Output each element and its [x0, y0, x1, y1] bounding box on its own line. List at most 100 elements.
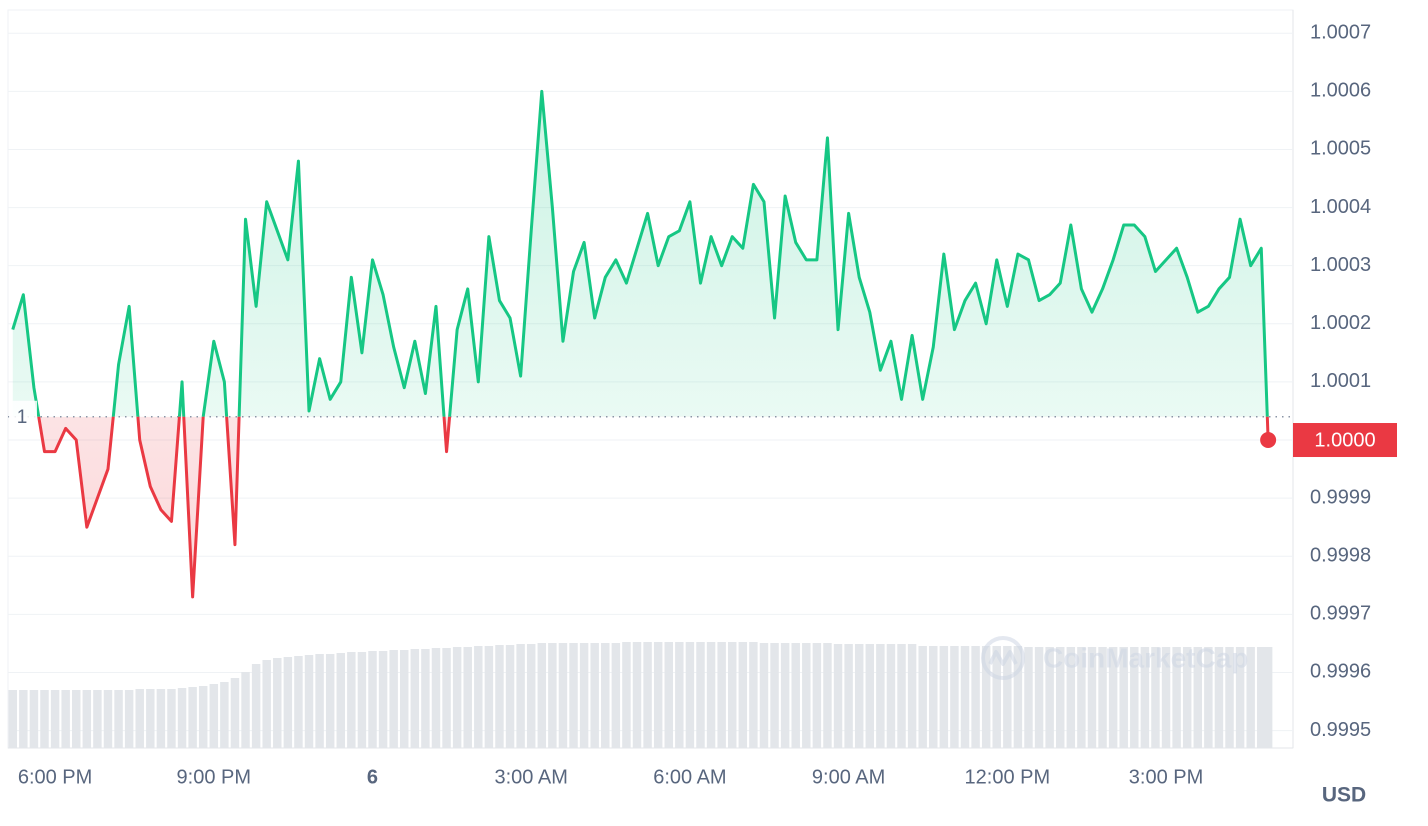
volume-bar — [1140, 647, 1150, 748]
volume-bar — [368, 651, 377, 748]
y-tick-label: 1.0002 — [1310, 312, 1371, 334]
volume-bar — [156, 689, 166, 748]
volume-bar — [780, 643, 790, 748]
volume-bar — [220, 682, 229, 748]
x-tick-label: 9:00 PM — [177, 766, 251, 788]
volume-bar — [93, 690, 102, 748]
y-tick-label: 1.0001 — [1310, 370, 1371, 392]
volume-bar — [230, 678, 240, 748]
volume-bar — [601, 643, 610, 748]
volume-bar — [706, 642, 716, 748]
volume-bar — [876, 644, 885, 748]
x-tick-label: 9:00 AM — [812, 766, 885, 788]
volume-bar — [738, 642, 748, 748]
volume-bar — [833, 644, 843, 748]
volume-bar — [886, 644, 896, 748]
volume-bar — [526, 644, 536, 748]
y-tick-label: 0.9995 — [1310, 719, 1371, 741]
watermark-logo — [981, 636, 1025, 680]
watermark: CoinMarketCap — [981, 636, 1248, 680]
volume-bar — [548, 643, 557, 748]
volume-bar — [1013, 646, 1023, 748]
volume-bar — [664, 642, 673, 748]
volume-bar — [378, 651, 388, 748]
volume-bar — [770, 643, 779, 748]
volume-bar — [1257, 647, 1266, 748]
volume-bar — [696, 642, 705, 748]
x-tick-label: 12:00 PM — [965, 766, 1051, 788]
volume-bar — [1077, 647, 1086, 748]
last-point — [1260, 432, 1277, 449]
volume-bar — [1214, 647, 1224, 748]
volume-bar — [717, 642, 726, 748]
volume-bar — [167, 689, 176, 748]
volume-bar — [124, 690, 134, 748]
volume-bar — [1003, 646, 1012, 748]
volume-bar — [516, 644, 525, 748]
volume-bar — [653, 642, 663, 748]
volume-bar — [558, 643, 568, 748]
volume-bar — [241, 672, 250, 748]
volume-bar — [992, 646, 1001, 748]
volume-bar — [61, 690, 70, 748]
price-line-up — [11, 89, 1269, 417]
volume-bar — [1204, 647, 1213, 748]
volume-bar — [1225, 647, 1234, 748]
watermark-logo-mark — [988, 650, 1018, 666]
volume-bar — [188, 687, 197, 748]
volume-bar — [1055, 647, 1065, 748]
volume-bar — [579, 643, 589, 748]
y-tick-label: 1.0006 — [1310, 80, 1371, 102]
volume-bar — [40, 690, 49, 748]
volume-bar — [114, 690, 123, 748]
x-tick-label: 3:00 AM — [495, 766, 568, 788]
y-tick-label: 1.0005 — [1310, 138, 1371, 160]
baseline-label-bg — [9, 400, 37, 433]
volume-bar — [971, 646, 980, 748]
volume-bar — [442, 648, 451, 748]
volume-bar — [728, 642, 737, 748]
baseline-label: 1 — [17, 407, 28, 428]
axes: 1.0007 1.0006 1.0005 1.0004 1.0003 1.0002 1.00… — [18, 22, 1397, 788]
volume-bar — [1172, 647, 1181, 748]
volume-bar — [347, 652, 356, 748]
volume-bar — [103, 690, 113, 748]
volume-bar — [929, 646, 938, 748]
volume-bar — [1130, 647, 1139, 748]
volume-bar — [844, 644, 853, 748]
volume-bar — [1235, 647, 1245, 748]
volume-bar — [400, 650, 409, 748]
volume-bar — [357, 652, 367, 748]
volume-bar — [283, 657, 293, 748]
volume-bar — [294, 656, 303, 748]
volume-bar — [177, 688, 187, 748]
volume-bar — [918, 646, 927, 748]
volume-bar — [304, 655, 314, 748]
plot: 1 — [8, 89, 1293, 599]
volume-bar — [749, 642, 758, 748]
y-tick-label: 1.0004 — [1310, 196, 1371, 218]
volume-bar — [823, 643, 832, 748]
x-tick-label: 6:00 PM — [18, 766, 92, 788]
price-label-bg — [1293, 423, 1397, 458]
volume-bar — [1119, 647, 1128, 748]
volume-bar — [1087, 647, 1097, 748]
volume-bar — [1182, 647, 1192, 748]
volume-bar — [632, 642, 642, 748]
volume-bar — [431, 648, 441, 748]
volume-bar — [1034, 647, 1044, 748]
volume-bar — [273, 658, 282, 748]
volume-bar — [622, 642, 631, 748]
y-tick-label: 0.9998 — [1310, 545, 1371, 567]
volume-bar — [939, 646, 949, 748]
volume-bar — [897, 644, 906, 748]
volume-bars — [8, 642, 1273, 748]
volume-bar — [209, 684, 219, 748]
volume-bar — [1108, 647, 1118, 748]
volume-bar — [8, 690, 17, 748]
volume-bar — [50, 690, 60, 748]
volume-bar — [854, 644, 864, 748]
volume-bar — [505, 645, 515, 748]
volume-bar — [389, 650, 398, 748]
